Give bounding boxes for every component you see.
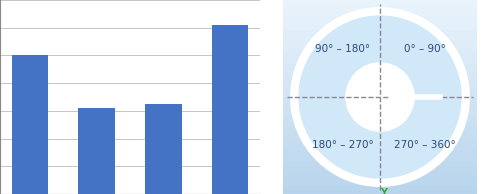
Bar [283,58,477,63]
Bar [283,5,477,10]
Bar [283,131,477,136]
Bar [145,104,182,194]
Bar [12,55,49,194]
Circle shape [294,11,466,183]
Bar [283,63,477,68]
Bar [283,165,477,170]
Bar [283,19,477,24]
Bar [283,44,477,48]
Circle shape [298,15,462,179]
Bar [283,10,477,15]
Bar [283,155,477,160]
Bar [283,141,477,146]
Bar [283,82,477,87]
Bar [283,0,477,5]
Bar [283,150,477,155]
Bar [283,184,477,189]
Bar [78,108,115,194]
Bar [283,170,477,175]
Bar [283,29,477,34]
Bar [283,97,477,102]
Bar [283,68,477,73]
Text: 0° – 90°: 0° – 90° [404,43,446,54]
Bar [283,107,477,112]
Circle shape [366,84,394,110]
Bar [283,34,477,39]
Text: 90° – 180°: 90° – 180° [315,43,370,54]
Bar [283,87,477,92]
Bar [283,146,477,150]
Bar [283,179,477,184]
Text: Y: Y [380,188,387,194]
Bar [283,24,477,29]
Bar [283,189,477,194]
Bar [283,78,477,82]
Text: 180° – 270°: 180° – 270° [312,140,374,151]
Bar [283,53,477,58]
Bar [283,136,477,141]
Bar [283,116,477,121]
Bar [283,15,477,19]
Bar [212,25,248,194]
Bar [283,126,477,131]
Bar [283,48,477,53]
Bar [283,112,477,116]
Bar [283,92,477,97]
Circle shape [348,66,412,128]
Bar [283,175,477,179]
Text: 270° – 360°: 270° – 360° [394,140,456,151]
Bar [283,121,477,126]
Bar [283,73,477,78]
Bar [283,160,477,165]
Bar [283,39,477,44]
Bar [283,102,477,107]
